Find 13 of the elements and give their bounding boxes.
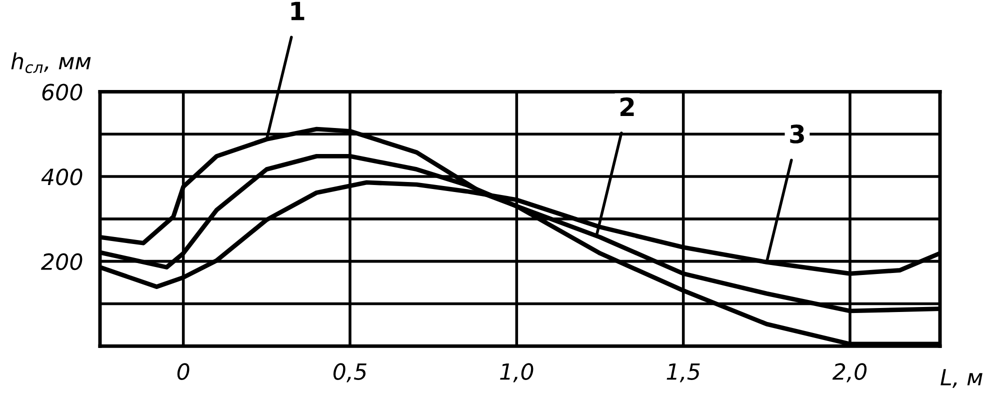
x-tick-label: 1,0 xyxy=(500,363,534,382)
y-tick-label: 200 xyxy=(41,253,82,270)
y-tick-label: 600 xyxy=(42,84,82,100)
annotation: 3 xyxy=(790,124,804,144)
x-tick-label: 0,5 xyxy=(333,363,366,382)
x-tick-label: 1,5 xyxy=(666,363,700,382)
y-axis-title: h$_{сл}$, мм xyxy=(11,52,91,74)
y-tick-label: 400 xyxy=(41,168,82,186)
annotation: 2 xyxy=(620,97,634,116)
x-tick-label: 0 xyxy=(177,363,190,380)
annotation: 1 xyxy=(291,2,304,20)
x-tick-label: 2,0 xyxy=(832,363,867,382)
x-axis-title: L, м xyxy=(940,369,982,388)
